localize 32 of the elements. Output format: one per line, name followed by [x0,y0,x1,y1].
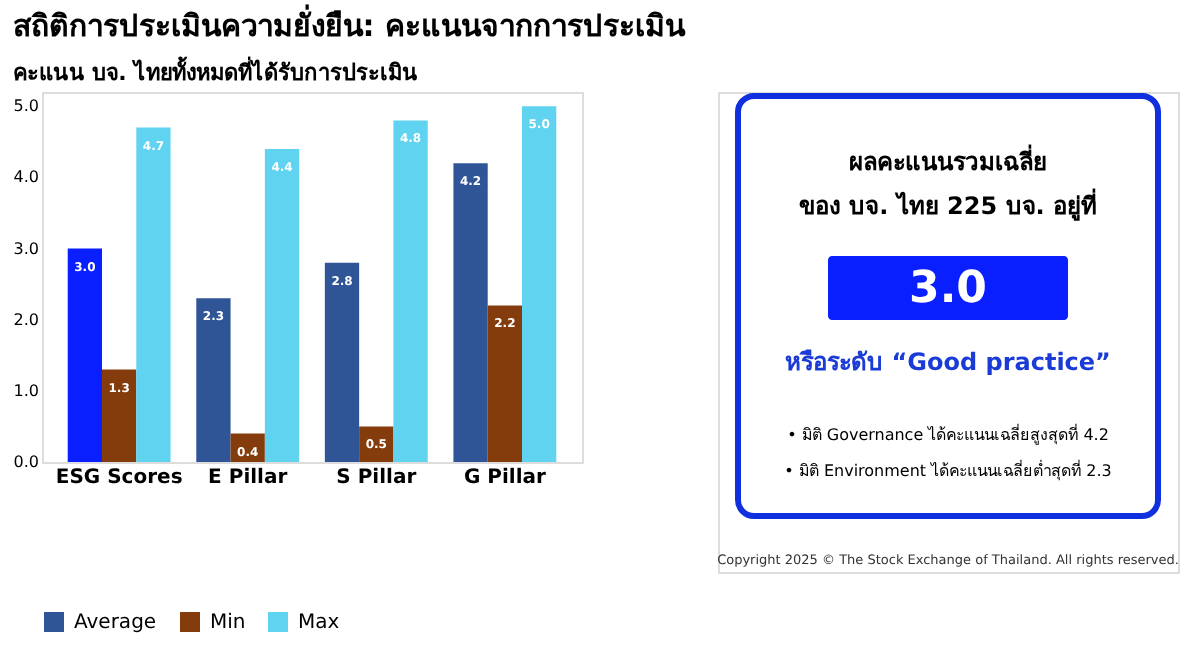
legend-label: Min [210,612,246,634]
bar [453,163,488,462]
text: • มิติ Governance ได้คะแนนเฉลี่ยสูงสุดที่ 4.2 [787,422,1109,446]
text: 3.0 [909,264,987,314]
bar [196,298,231,462]
x-tick-label: S Pillar [336,467,417,489]
y-tick-label: 0.0 [13,453,39,471]
y-tick-label: 2.0 [13,310,39,329]
legend-label: Max [298,612,340,634]
y-tick-label: 3.0 [13,239,39,258]
bar [324,262,360,462]
y-tick-label: 1.0 [13,381,39,400]
text: หรือระดับ “Good practice” [785,348,1111,376]
bar [136,127,171,462]
text: ของ บจ. ไทย 225 บจ. อยู่ที่ [798,188,1098,222]
bar [487,305,522,462]
text: • มิติ Environment ได้คะแนนเฉลี่ยต่ำสุดที่ 2.3 [784,458,1112,480]
chart-title: สถิติการประเมินความยั่งยืน: คะแนนจากการประเมิน [12,4,687,44]
bar [264,148,300,462]
bar [67,248,102,462]
chart-subtitle: คะแนน บจ. ไทยทั้งหมดที่ได้รับการประเมิน [12,56,419,86]
y-tick-label: 4.0 [13,168,39,187]
bar [102,369,137,462]
bar [522,106,557,462]
x-tick-label: E Pillar [208,467,288,489]
text: ผลคะแนนรวมเฉลี่ย [849,144,1047,176]
bar [393,120,428,462]
y-tick-label: 5.0 [13,97,39,116]
x-tick-label: G Pillar [463,467,546,489]
x-tick-label: ESG Scores [55,467,183,489]
bar [359,426,394,462]
legend-label: Average [74,612,157,634]
